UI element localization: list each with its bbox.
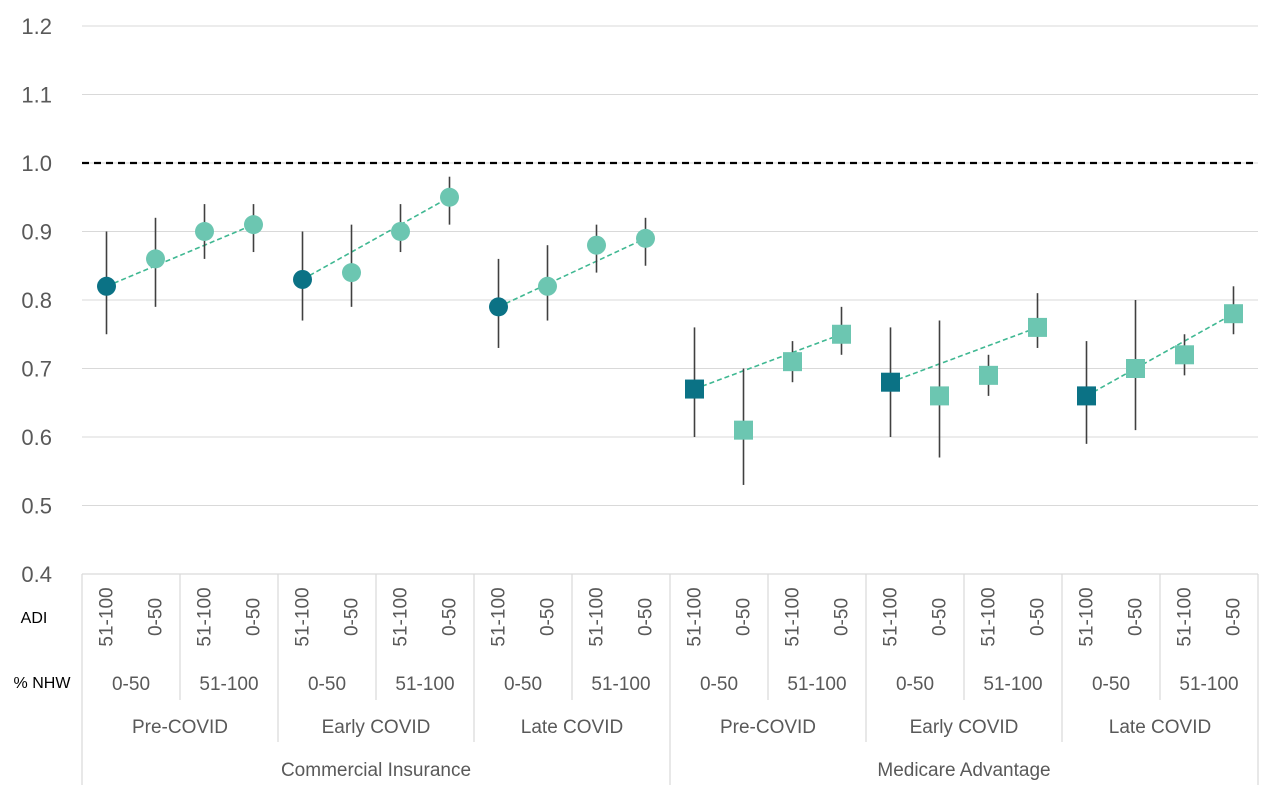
adi-category-label: 0-50 xyxy=(342,598,363,636)
adi-category-label: 0-50 xyxy=(244,598,265,636)
y-tick-label: 0.8 xyxy=(21,288,52,313)
trend-line xyxy=(694,333,842,390)
data-point-marker xyxy=(979,365,998,385)
data-point-marker xyxy=(587,235,606,255)
adi-category-label: 51-100 xyxy=(195,587,216,646)
adi-category-label: 0-50 xyxy=(636,598,657,636)
insurance-group-label: Medicare Advantage xyxy=(877,760,1050,781)
trend-lines xyxy=(106,196,1234,397)
data-point-marker xyxy=(881,372,900,392)
data-point-marker xyxy=(1077,386,1096,406)
adi-row-label: ADI xyxy=(21,610,48,627)
error-bars xyxy=(105,176,1235,485)
data-point-marker xyxy=(293,269,312,289)
nhw-category-label: 0-50 xyxy=(700,674,738,695)
data-point-marker xyxy=(538,276,557,296)
trend-line xyxy=(1086,313,1234,397)
adi-category-label: 51-100 xyxy=(1077,587,1098,646)
y-tick-label: 1.2 xyxy=(21,14,52,39)
adi-category-label: 0-50 xyxy=(832,598,853,636)
adi-category-label: 51-100 xyxy=(587,587,608,646)
data-point-marker xyxy=(734,420,753,440)
adi-category-label: 0-50 xyxy=(440,598,461,636)
adi-category-label: 0-50 xyxy=(1028,598,1049,636)
data-point-marker xyxy=(489,297,508,317)
y-axis: 1.2 1.1 1.0 0.9 0.8 0.7 0.6 0.5 0.4 xyxy=(21,14,52,587)
data-point-marker xyxy=(832,324,851,344)
nhw-category-label: 51-100 xyxy=(983,674,1042,695)
adi-category-label: 51-100 xyxy=(979,587,1000,646)
adi-category-label: 0-50 xyxy=(734,598,755,636)
y-tick-label: 0.5 xyxy=(21,494,52,519)
period-category-label: Late COVID xyxy=(521,717,623,738)
adi-category-label: 51-100 xyxy=(391,587,412,646)
y-tick-label: 1.1 xyxy=(21,83,52,108)
trend-line xyxy=(302,196,450,281)
y-tick-label: 0.6 xyxy=(21,425,52,450)
gridlines xyxy=(82,25,1258,506)
nhw-category-label: 0-50 xyxy=(308,674,346,695)
data-point-marker xyxy=(783,352,802,372)
y-tick-label: 0.9 xyxy=(21,220,52,245)
nhw-category-label: 51-100 xyxy=(787,674,846,695)
data-point-marker xyxy=(195,222,214,241)
adi-category-label: 0-50 xyxy=(930,598,951,636)
y-tick-label: 0.4 xyxy=(21,562,52,587)
y-tick-label: 1.0 xyxy=(21,151,52,176)
period-category-label: Late COVID xyxy=(1109,717,1211,738)
markers xyxy=(97,187,1243,440)
adi-category-label: 51-100 xyxy=(685,587,706,646)
adi-category-label: 0-50 xyxy=(538,598,559,636)
data-point-marker xyxy=(1028,317,1047,337)
adi-category-label: 51-100 xyxy=(97,587,118,646)
data-point-marker xyxy=(97,276,116,296)
period-category-label: Pre-COVID xyxy=(720,717,816,738)
nhw-category-label: 51-100 xyxy=(591,674,650,695)
period-category-label: Early COVID xyxy=(910,717,1019,738)
insurance-group-label: Commercial Insurance xyxy=(281,760,471,781)
nhw-category-label: 51-100 xyxy=(395,674,454,695)
nhw-category-label: 0-50 xyxy=(1092,674,1130,695)
adi-category-label: 51-100 xyxy=(293,587,314,646)
data-point-marker xyxy=(342,263,361,283)
trend-line xyxy=(498,237,646,308)
trend-line xyxy=(890,326,1038,383)
adi-category-label: 0-50 xyxy=(1126,598,1147,636)
data-point-marker xyxy=(636,228,655,248)
period-category-label: Early COVID xyxy=(322,717,431,738)
adi-category-label: 51-100 xyxy=(489,587,510,646)
nhw-category-label: 0-50 xyxy=(504,674,542,695)
x-axis-categories: ADI % NHW 51-100 0-50 0-50 51-100 0-50 51-100… xyxy=(14,573,1259,785)
data-point-marker xyxy=(440,187,459,207)
data-point-marker xyxy=(391,222,410,241)
data-point-marker xyxy=(930,386,949,406)
adi-category-label: 51-100 xyxy=(1175,587,1196,646)
nhw-category-label: 0-50 xyxy=(112,674,150,695)
data-point-marker xyxy=(1126,359,1145,378)
data-point-marker xyxy=(1224,304,1243,324)
adi-category-label: 51-100 xyxy=(783,587,804,646)
adi-category-label: 51-100 xyxy=(881,587,902,646)
adi-category-label: 0-50 xyxy=(1224,598,1245,636)
nhw-category-label: 51-100 xyxy=(1179,674,1238,695)
data-point-marker xyxy=(146,249,165,269)
period-category-label: Pre-COVID xyxy=(132,717,228,738)
nhw-row-label: % NHW xyxy=(14,675,72,692)
data-point-marker xyxy=(244,215,263,235)
nhw-category-label: 51-100 xyxy=(199,674,258,695)
y-tick-label: 0.7 xyxy=(21,357,52,382)
data-point-marker xyxy=(1175,345,1194,365)
data-point-marker xyxy=(685,379,704,399)
adi-category-label: 0-50 xyxy=(146,598,167,636)
nhw-category-label: 0-50 xyxy=(896,674,934,695)
trend-line xyxy=(106,223,254,288)
